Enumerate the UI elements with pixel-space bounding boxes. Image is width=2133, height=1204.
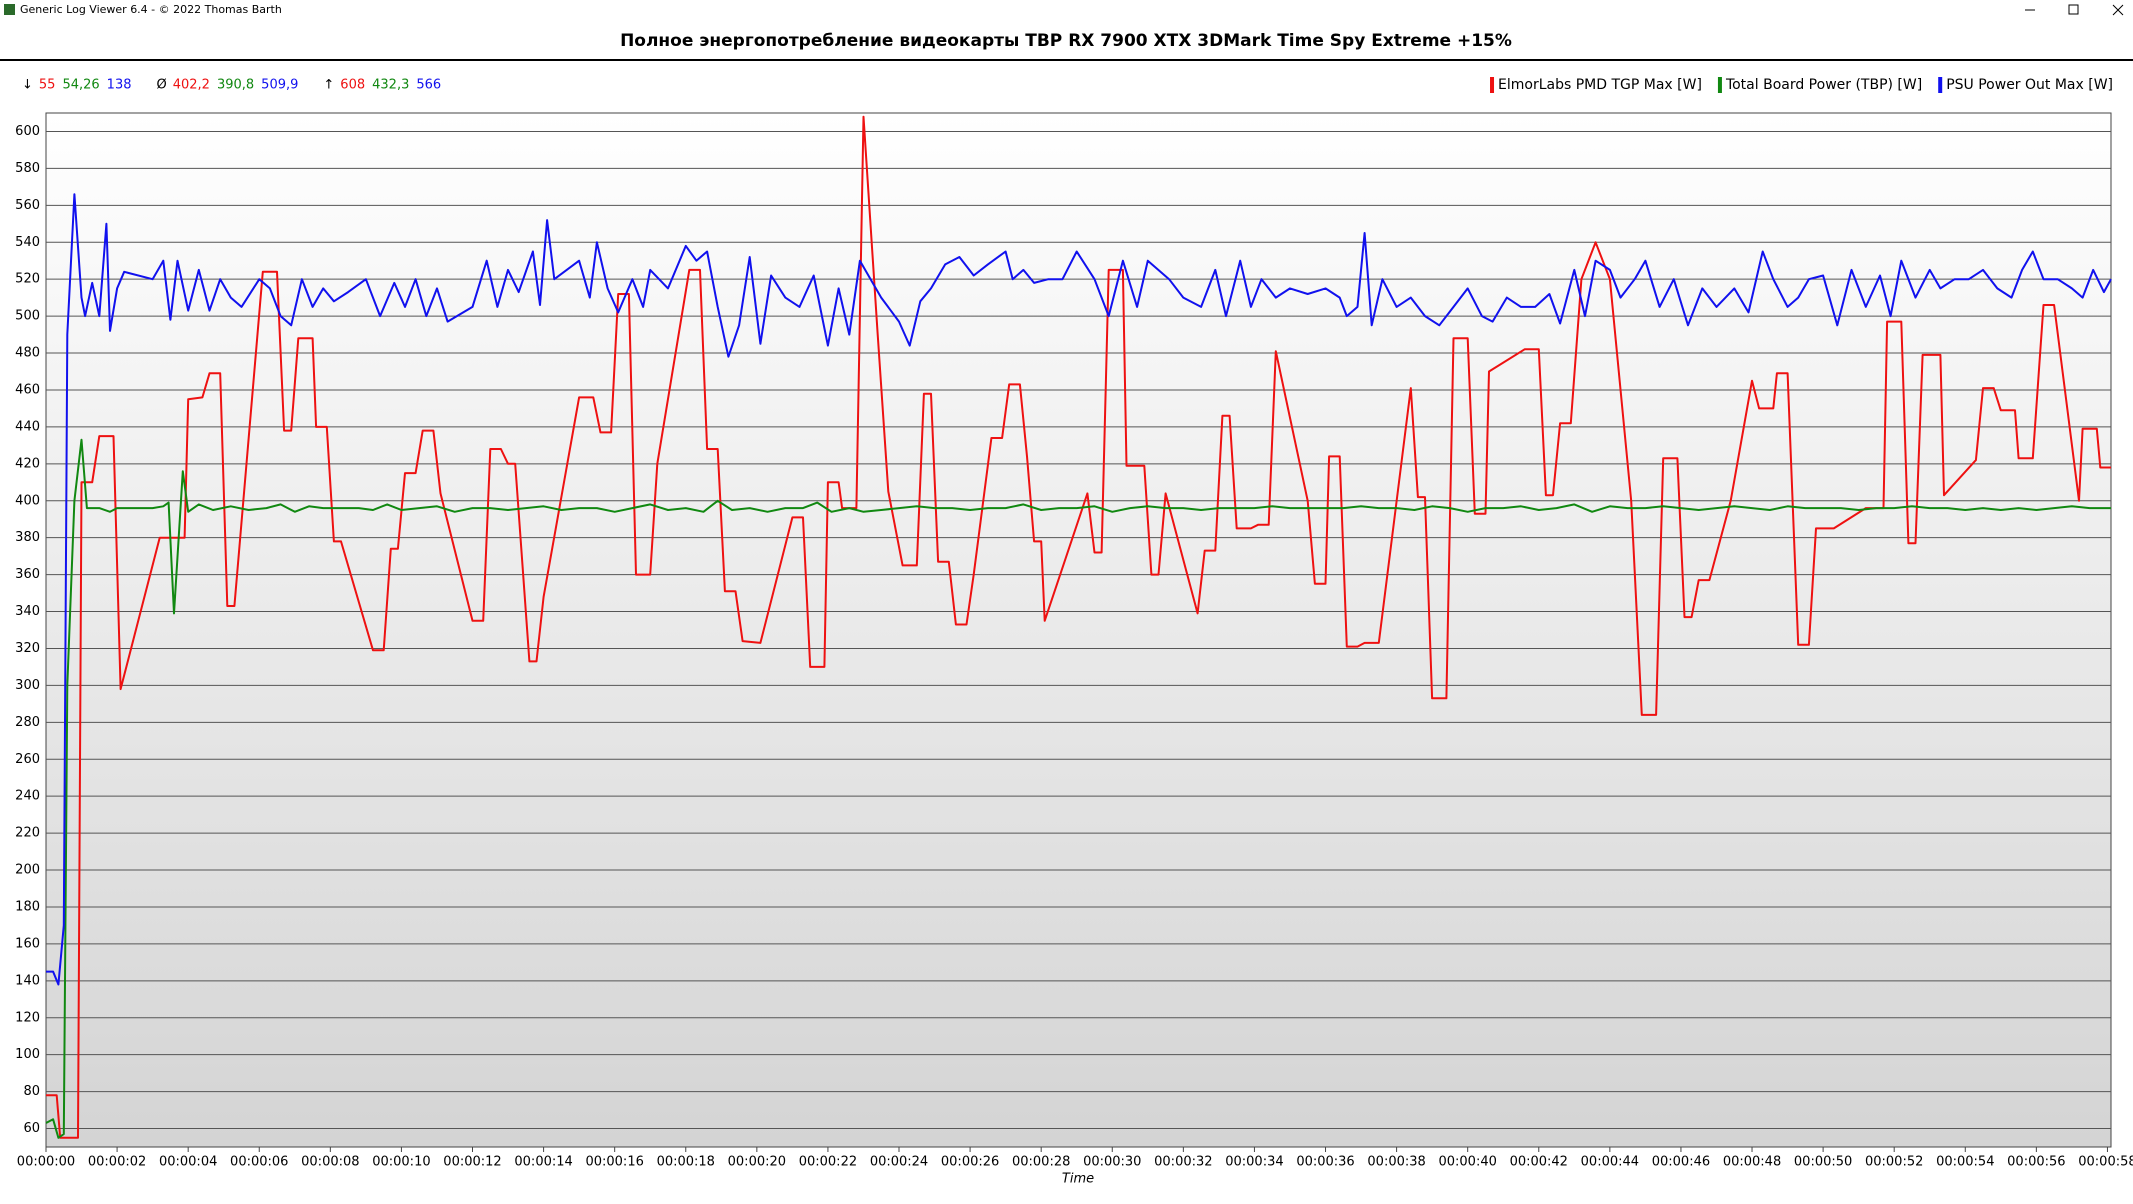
x-tick-label: 00:00:16: [585, 1155, 643, 1170]
y-tick-label: 420: [15, 456, 40, 471]
y-tick-label: 120: [15, 1010, 40, 1025]
x-tick-label: 00:00:04: [159, 1155, 217, 1170]
stat-value: 402,2: [173, 78, 210, 93]
legend: PSU Power Out Max [W] Total Board Power (…: [1490, 77, 2113, 93]
x-tick-label: 00:00:20: [728, 1155, 786, 1170]
x-tick-label: 00:00:38: [1367, 1155, 1425, 1170]
y-tick-label: 520: [15, 272, 40, 287]
x-tick-label: 00:00:52: [1865, 1155, 1923, 1170]
stat-value: 390,8: [217, 78, 254, 93]
x-tick-label: 00:00:10: [372, 1155, 430, 1170]
stat-value: 432,3: [372, 78, 409, 93]
series-line: [46, 193, 2112, 986]
x-tick-label: 00:00:40: [1438, 1155, 1496, 1170]
stat-value: 509,9: [261, 78, 298, 93]
title-bar: [0, 0, 2133, 20]
x-tick-label: 00:00:18: [657, 1155, 715, 1170]
legend-label: Total Board Power (TBP) [W]: [1725, 77, 1922, 93]
legend-swatch: [1490, 77, 1495, 93]
stat-value: 138: [107, 78, 132, 93]
stat-value: 566: [416, 78, 441, 93]
y-tick-label: 180: [15, 899, 40, 914]
lines: [45, 115, 2112, 1139]
x-tick-label: 00:00:14: [514, 1155, 572, 1170]
x-tick-label: 00:00:36: [1296, 1155, 1354, 1170]
close-button[interactable]: [2112, 4, 2124, 16]
x-tick-label: 00:00:08: [301, 1155, 359, 1170]
y-tick-label: 340: [15, 604, 40, 619]
y-tick-label: 200: [15, 863, 40, 878]
x-axis-label: Time: [1062, 1172, 1094, 1187]
y-tick-label: 400: [15, 493, 40, 508]
legend-swatch: [1938, 77, 1943, 93]
y-tick-label: 600: [15, 124, 40, 139]
stats: ↓ 55 54,26 138 Ø 402,2 390,8 509,9 ↑ 608 432,3 566: [22, 78, 441, 93]
axes: 60 80 100 120 140 160 180 200 220 240 260 280 300 320…: [15, 124, 2133, 1170]
x-tick-label: 00:00:22: [799, 1155, 857, 1170]
stat-value: 55: [39, 78, 56, 93]
x-tick-label: 00:00:12: [443, 1155, 501, 1170]
legend-label: ElmorLabs PMD TGP Max [W]: [1498, 77, 1702, 93]
x-tick-label: 00:00:54: [1936, 1155, 1994, 1170]
y-tick-label: 480: [15, 346, 40, 361]
x-tick-label: 00:00:46: [1652, 1155, 1710, 1170]
y-tick-label: 160: [15, 936, 40, 951]
stat-value: 608: [340, 78, 365, 93]
stat-symbol: ↓: [22, 78, 33, 93]
x-tick-label: 00:00:06: [230, 1155, 288, 1170]
y-tick-label: 460: [15, 382, 40, 397]
series-line: [46, 115, 2111, 1139]
y-tick-label: 300: [15, 678, 40, 693]
y-tick-label: 580: [15, 161, 40, 176]
y-tick-label: 100: [15, 1047, 40, 1062]
legend-label: PSU Power Out Max [W]: [1946, 77, 2113, 93]
restore-button[interactable]: [2068, 4, 2079, 15]
x-tick-label: 00:00:44: [1581, 1155, 1639, 1170]
x-tick-label: 00:00:42: [1510, 1155, 1568, 1170]
chart-title: Полное энергопотребление видеокарты TBP …: [620, 31, 1512, 51]
y-tick-label: 220: [15, 826, 40, 841]
x-tick-label: 00:00:58: [2078, 1155, 2133, 1170]
x-tick-label: 00:00:24: [870, 1155, 928, 1170]
x-tick-label: 00:00:34: [1225, 1155, 1283, 1170]
y-tick-label: 60: [23, 1121, 40, 1136]
y-tick-label: 360: [15, 567, 40, 582]
window-title: Generic Log Viewer 6.4 - © 2022 Thomas B…: [20, 3, 282, 16]
y-tick-label: 380: [15, 530, 40, 545]
app-icon: [4, 4, 15, 15]
y-tick-label: 540: [15, 235, 40, 250]
x-tick-label: 00:00:26: [941, 1155, 999, 1170]
y-tick-label: 260: [15, 752, 40, 767]
y-tick-label: 500: [15, 309, 40, 324]
y-tick-label: 280: [15, 715, 40, 730]
y-tick-label: 80: [23, 1084, 40, 1099]
x-tick-label: 00:00:50: [1794, 1155, 1852, 1170]
grid: [46, 130, 2111, 1130]
y-tick-label: 320: [15, 641, 40, 656]
x-tick-label: 00:00:56: [2007, 1155, 2065, 1170]
series-line: [45, 438, 2111, 1139]
x-tick-label: 00:00:48: [1723, 1155, 1781, 1170]
stat-value: 54,26: [62, 78, 99, 93]
legend-swatch: [1717, 77, 1722, 93]
y-tick-label: 240: [15, 789, 40, 804]
x-tick-label: 00:00:30: [1083, 1155, 1141, 1170]
y-tick-label: 560: [15, 198, 40, 213]
y-tick-label: 440: [15, 419, 40, 434]
x-tick-label: 00:00:28: [1012, 1155, 1070, 1170]
x-tick-label: 00:00:02: [88, 1155, 146, 1170]
x-tick-label: 00:00:32: [1154, 1155, 1212, 1170]
plot-area: [45, 112, 2112, 1148]
stat-symbol: ↑: [323, 78, 334, 93]
y-tick-label: 140: [15, 973, 40, 988]
x-tick-label: 00:00:00: [17, 1155, 75, 1170]
stat-symbol: Ø: [157, 78, 167, 93]
